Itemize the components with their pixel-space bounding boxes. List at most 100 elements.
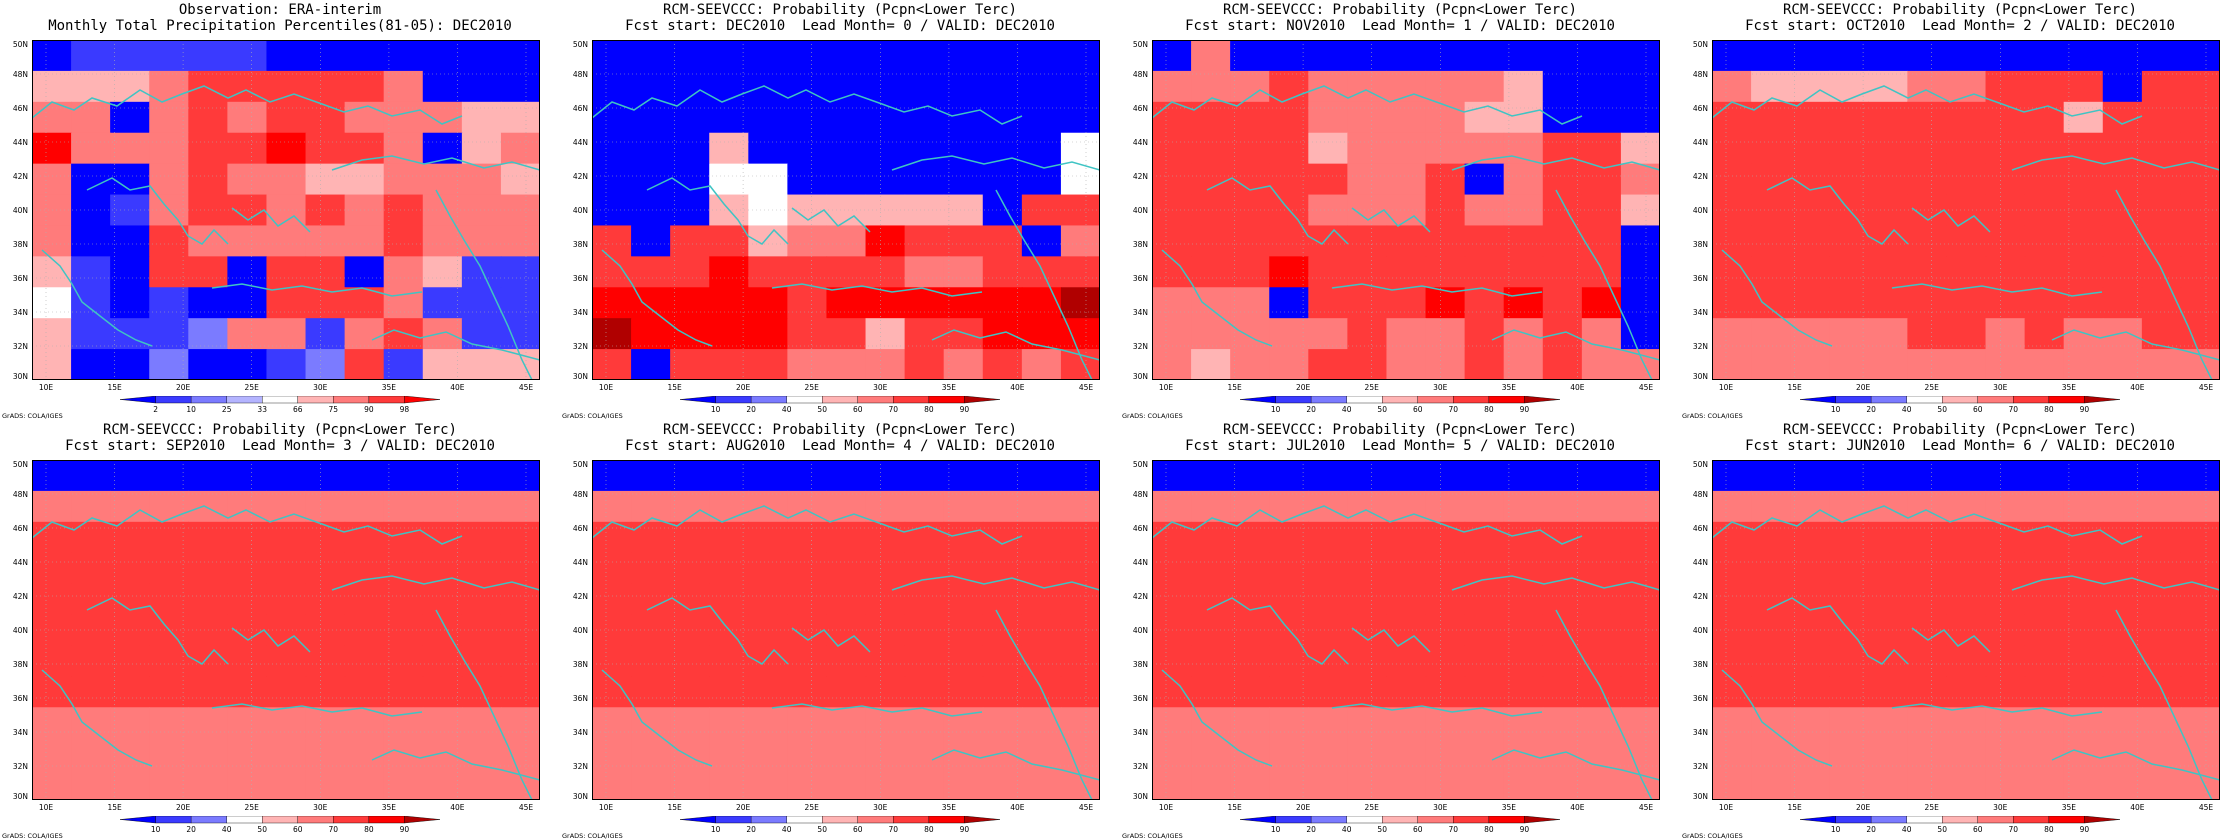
colorbar-label: 40 xyxy=(222,825,232,834)
lon-axis: 10E 15E 20E 25E 30E 35E 40E 45E xyxy=(39,383,534,392)
grid-cell xyxy=(149,101,189,134)
lon-tick-label: 35E xyxy=(2062,383,2077,392)
grid-cell xyxy=(826,40,867,72)
lon-tick-label: 45E xyxy=(1079,383,1094,392)
grid-cell xyxy=(1191,349,1231,380)
grid-cell xyxy=(305,101,346,134)
grid-cell xyxy=(305,676,346,708)
grid-cell xyxy=(149,645,189,677)
grid-cell xyxy=(709,769,749,800)
grid-cell xyxy=(982,707,1023,739)
grid-cell xyxy=(1021,287,1062,319)
lon-tick-label: 10E xyxy=(1719,803,1734,812)
colorbar-label: 25 xyxy=(222,405,232,414)
grid-cell xyxy=(1946,287,1987,319)
grid-cell xyxy=(1868,132,1908,165)
grid-cell xyxy=(592,287,632,319)
colorbar-label: 90 xyxy=(1520,405,1530,414)
grid-cell xyxy=(1985,707,2026,739)
grid-cell xyxy=(1269,40,1309,72)
lon-axis: 10E 15E 20E 25E 30E 35E 40E 45E xyxy=(599,803,1094,812)
colorbar-swatch xyxy=(1310,396,1347,404)
grid-cell xyxy=(1503,318,1544,350)
grid-cell xyxy=(1152,163,1192,196)
grid-cell xyxy=(826,460,867,492)
grid-cell xyxy=(2102,460,2143,492)
grid-cell xyxy=(1021,349,1062,380)
grid-cell xyxy=(670,614,710,647)
grid-cell xyxy=(2102,40,2143,72)
grid-cell xyxy=(865,349,906,380)
colorbar-label: 10 xyxy=(711,825,721,834)
grid-cell xyxy=(1946,132,1987,165)
grid-cell xyxy=(748,163,788,196)
grid-cell xyxy=(1581,194,1622,227)
grid-cell xyxy=(1191,194,1231,227)
grid-cell xyxy=(2180,614,2220,647)
grid-cell xyxy=(1464,194,1505,227)
coastline xyxy=(1161,669,1273,767)
grid-cell xyxy=(71,163,111,196)
grid-cell xyxy=(2141,552,2182,585)
grid-cell xyxy=(2141,194,2182,227)
grid-cell xyxy=(383,521,424,554)
grid-cell xyxy=(2180,460,2220,492)
grid-cell xyxy=(1425,460,1466,492)
grid-cell xyxy=(2180,645,2220,677)
grid-cell xyxy=(1620,194,1660,227)
grid-cell xyxy=(383,490,424,523)
grid-cell xyxy=(1620,101,1660,134)
grid-cell xyxy=(500,460,540,492)
colorbar-label: 90 xyxy=(2080,825,2090,834)
grid-cell xyxy=(227,521,268,554)
panel-subtitle: Fcst start: JUN2010 Lead Month= 6 / VALI… xyxy=(1745,438,2175,454)
grid-cell xyxy=(592,676,632,708)
grid-cell xyxy=(2180,490,2220,523)
colorbar-swatch xyxy=(679,816,716,824)
grid-cell xyxy=(266,460,307,492)
grid-cell xyxy=(1829,521,1869,554)
grid-cell xyxy=(1712,40,1752,72)
grid-cell xyxy=(1386,256,1427,288)
grid-cell xyxy=(1868,614,1908,647)
grid-cell xyxy=(1060,645,1100,677)
grid-cell xyxy=(787,40,828,72)
lat-tick-label: 38N xyxy=(573,660,588,669)
grid-cell xyxy=(1985,614,2026,647)
colorbar-label: 98 xyxy=(400,405,410,414)
grid-cell xyxy=(1425,738,1466,770)
grid-cell xyxy=(110,769,150,800)
grid-cell xyxy=(2180,101,2220,134)
lon-tick-label: 40E xyxy=(2130,383,2145,392)
grid-cell xyxy=(2063,769,2104,800)
grid-cell xyxy=(422,490,463,523)
grid-cell xyxy=(32,287,72,319)
grid-cell xyxy=(500,552,540,585)
colorbar-swatch xyxy=(1835,396,1872,404)
grid-cell xyxy=(943,769,984,800)
grid-cell xyxy=(188,194,228,227)
lon-tick-label: 25E xyxy=(1925,803,1940,812)
grid-cell xyxy=(631,614,671,647)
grid-cell xyxy=(787,256,828,288)
map-panel: RCM-SEEVCCC: Probability (Pcpn<Lower Ter… xyxy=(560,420,1120,840)
grid-cell xyxy=(1152,256,1192,288)
grid-cell xyxy=(904,614,945,647)
grid-cell xyxy=(2141,287,2182,319)
colorbar-label: 80 xyxy=(924,825,934,834)
grid-cell xyxy=(1347,676,1388,708)
lat-tick-label: 40N xyxy=(1133,626,1148,635)
colorbar-swatch xyxy=(226,816,263,824)
colorbar-label: 20 xyxy=(1306,405,1316,414)
colorbar: 10 20 40 50 60 70 80 90 xyxy=(679,396,1001,414)
grid-cell xyxy=(1191,70,1231,103)
panel-title: RCM-SEEVCCC: Probability (Pcpn<Lower Ter… xyxy=(1782,422,2137,438)
grid-cell xyxy=(1060,552,1100,585)
lat-tick-label: 36N xyxy=(573,274,588,283)
lat-tick-label: 32N xyxy=(1133,342,1148,351)
grid-cell xyxy=(748,132,788,165)
grid-cell xyxy=(670,225,710,257)
colorbar-label: 10 xyxy=(1831,825,1841,834)
grid-cell xyxy=(2063,40,2104,72)
grid-cell xyxy=(1985,552,2026,585)
